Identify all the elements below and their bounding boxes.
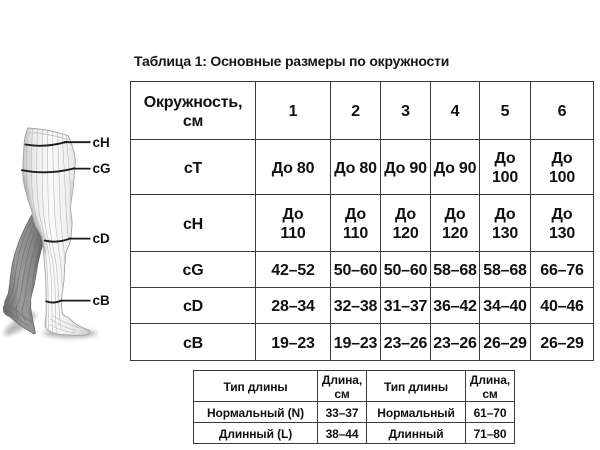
label-cb: cB — [93, 293, 111, 308]
long-type-label-2: Длинный — [366, 422, 466, 444]
band-ch — [24, 140, 68, 147]
length-header-type-2: Тип длины — [366, 370, 466, 402]
label-ch: cH — [93, 135, 110, 150]
row-label-cg: cG — [130, 251, 256, 288]
ct-size-6: До 100 — [530, 139, 594, 195]
size-row-ch: cH До 110 До 110 До 120 До 120 До 130 До… — [130, 194, 594, 252]
normal-type-label: Нормальный (N) — [193, 401, 318, 423]
row-label-cb: cB — [130, 323, 256, 361]
long-length-2: 71–80 — [465, 422, 515, 444]
back-leg-ribbing — [4, 209, 45, 327]
cg-size-4: 58–68 — [430, 251, 480, 288]
cg-size-3: 50–60 — [380, 251, 431, 288]
band-cg — [20, 167, 76, 174]
cg-size-5: 58–68 — [479, 251, 531, 288]
leg-measurement-diagram: cH cG cD cB — [0, 118, 140, 358]
cd-size-2: 32–38 — [330, 287, 381, 324]
size-row-cb: cB 19–23 19–23 23–26 23–26 26–29 26–29 — [130, 323, 594, 361]
ct-size-3: До 90 — [380, 139, 431, 195]
cb-size-6: 26–29 — [530, 323, 594, 361]
pointer-lines — [60, 141, 91, 302]
size-row-ct: cT До 80 До 80 До 90 До 90 До 100 До 100 — [130, 139, 594, 195]
row-label-ct: cT — [130, 139, 256, 195]
front-leg — [22, 127, 91, 336]
cg-size-2: 50–60 — [330, 251, 381, 288]
cb-size-3: 23–26 — [380, 323, 431, 361]
size-table: Окружность, см 1 2 3 4 5 6 cT До 80 До 8… — [130, 81, 594, 361]
ch-size-4: До 120 — [430, 194, 480, 252]
cd-size-1: 28–34 — [255, 287, 331, 324]
size-header-1: 1 — [255, 81, 331, 140]
size-table-header-row: Окружность, см 1 2 3 4 5 6 — [130, 81, 594, 140]
ch-size-6: До 130 — [530, 194, 594, 252]
normal-type-label-2: Нормальный — [366, 401, 466, 423]
size-row-cd: cD 28–34 32–38 31–37 36–42 34–40 40–46 — [130, 287, 594, 324]
long-length-1: 38–44 — [317, 422, 367, 444]
cg-size-6: 66–76 — [530, 251, 594, 288]
stocking-top-seam — [27, 131, 69, 140]
cb-size-1: 19–23 — [255, 323, 331, 361]
ch-size-1: До 110 — [255, 194, 331, 252]
length-header-length-2: Длина, см — [465, 370, 515, 402]
label-cd: cD — [93, 231, 111, 246]
length-header-type-1: Тип длины — [193, 370, 318, 402]
size-header-6: 6 — [530, 81, 594, 140]
page-title: Таблица 1: Основные размеры по окружност… — [134, 53, 450, 69]
normal-length-2: 61–70 — [465, 401, 515, 423]
band-cd — [43, 237, 72, 243]
cg-size-1: 42–52 — [255, 251, 331, 288]
size-header-4: 4 — [430, 81, 480, 140]
row-label-cd: cD — [130, 287, 256, 324]
length-row-normal: Нормальный (N) 33–37 Нормальный 61–70 — [193, 401, 515, 423]
leg-diagram-svg: cH cG cD cB — [2, 127, 111, 338]
size-header-3: 3 — [380, 81, 431, 140]
cb-size-5: 26–29 — [479, 323, 531, 361]
cd-size-4: 36–42 — [430, 287, 480, 324]
ct-size-2: До 80 — [330, 139, 381, 195]
cd-size-3: 31–37 — [380, 287, 431, 324]
size-header-circumference: Окружность, см — [130, 81, 256, 140]
long-type-label: Длинный (L) — [193, 422, 318, 444]
ch-size-5: До 130 — [479, 194, 531, 252]
ct-size-1: До 80 — [255, 139, 331, 195]
ct-size-5: До 100 — [479, 139, 531, 195]
size-header-5: 5 — [479, 81, 531, 140]
front-leg-ribbing — [25, 128, 80, 335]
cb-size-4: 23–26 — [430, 323, 480, 361]
measurement-bands — [20, 140, 76, 304]
cd-size-6: 40–46 — [530, 287, 594, 324]
ch-size-3: До 120 — [380, 194, 431, 252]
length-table: Тип длины Длина, см Тип длины Длина, см … — [193, 370, 515, 444]
row-label-ch: cH — [130, 194, 256, 252]
band-cb — [45, 299, 63, 304]
normal-length-1: 33–37 — [317, 401, 367, 423]
length-row-long: Длинный (L) 38–44 Длинный 71–80 — [193, 422, 515, 444]
ct-size-4: До 90 — [430, 139, 480, 195]
size-row-cg: cG 42–52 50–60 50–60 58–68 58–68 66–76 — [130, 251, 594, 288]
length-table-header-row: Тип длины Длина, см Тип длины Длина, см — [193, 370, 515, 402]
label-cg: cG — [93, 161, 111, 176]
cb-size-2: 19–23 — [330, 323, 381, 361]
cd-size-5: 34–40 — [479, 287, 531, 324]
size-header-2: 2 — [330, 81, 381, 140]
ch-size-2: До 110 — [330, 194, 381, 252]
length-header-length-1: Длина, см — [317, 370, 367, 402]
